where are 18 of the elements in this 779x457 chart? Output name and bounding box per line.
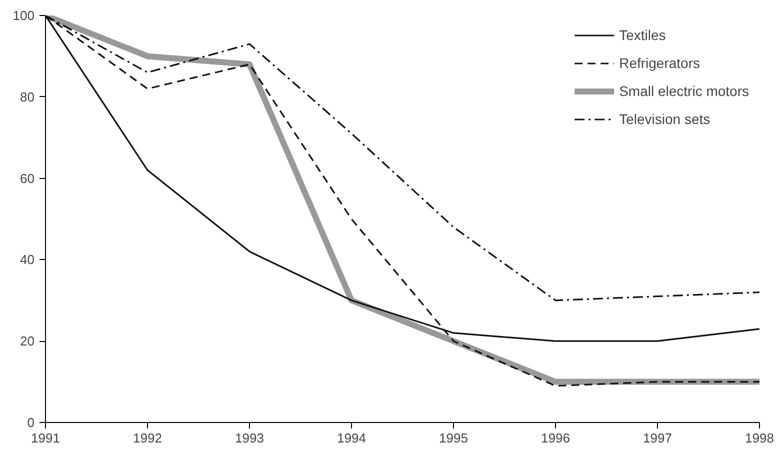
legend-label: Textiles: [619, 27, 666, 43]
x-tick-label: 1998: [745, 430, 774, 446]
y-tick-label: 60: [20, 170, 35, 186]
legend-label: Television sets: [619, 111, 710, 127]
y-tick-label: 100: [12, 8, 35, 23]
y-tick-label: 20: [20, 334, 35, 349]
legend-label: Refrigerators: [619, 55, 700, 71]
x-tick-label: 1995: [439, 430, 468, 446]
x-tick-label: 1992: [133, 430, 162, 446]
x-tick-label: 1993: [235, 430, 264, 446]
x-tick-label: 1996: [541, 430, 570, 446]
y-tick-label: 0: [27, 415, 35, 430]
x-tick-label: 1991: [31, 430, 60, 446]
y-tick-label: 80: [20, 89, 35, 104]
x-tick-label: 1997: [643, 430, 672, 446]
legend-label: Small electric motors: [619, 83, 749, 99]
y-tick-label: 40: [20, 252, 35, 268]
x-tick-label: 1994: [337, 430, 366, 446]
